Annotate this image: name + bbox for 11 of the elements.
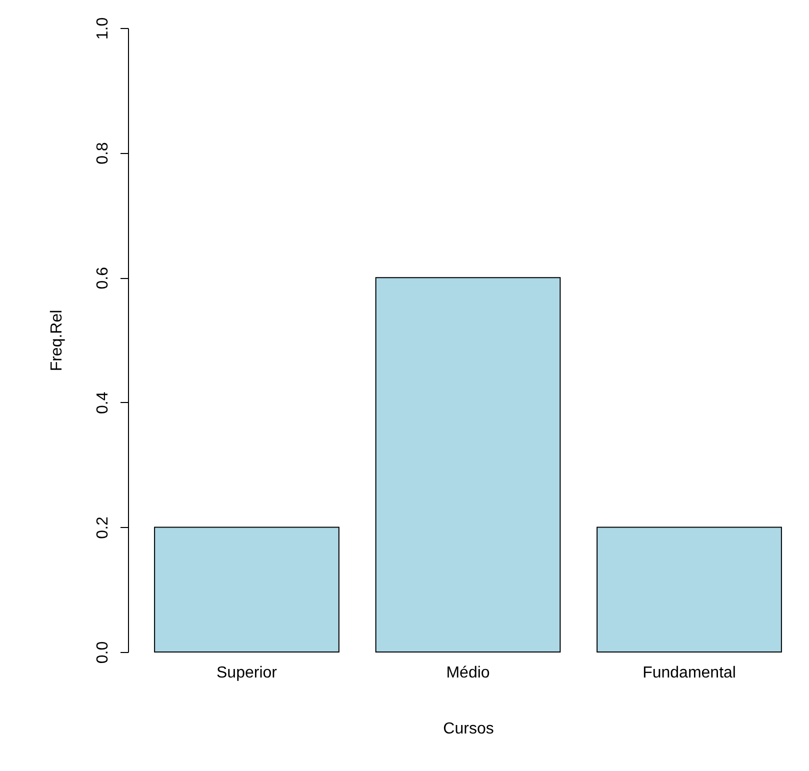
x-tick-label: Fundamental	[642, 664, 736, 682]
y-tick-label: 0.4	[94, 392, 112, 414]
y-tick-label: 0.6	[94, 266, 112, 290]
y-tick-label: 0.2	[94, 516, 112, 539]
y-tick-label: 1.0	[94, 17, 112, 40]
x-tick-label: Médio	[446, 664, 490, 682]
x-tick-label: Superior	[216, 664, 278, 682]
x-axis-title: Cursos	[443, 720, 494, 738]
y-tick-label: 0.8	[94, 142, 112, 164]
y-axis-title: Freq.Rel	[48, 310, 66, 372]
y-tick-label: 0.0	[94, 641, 112, 664]
